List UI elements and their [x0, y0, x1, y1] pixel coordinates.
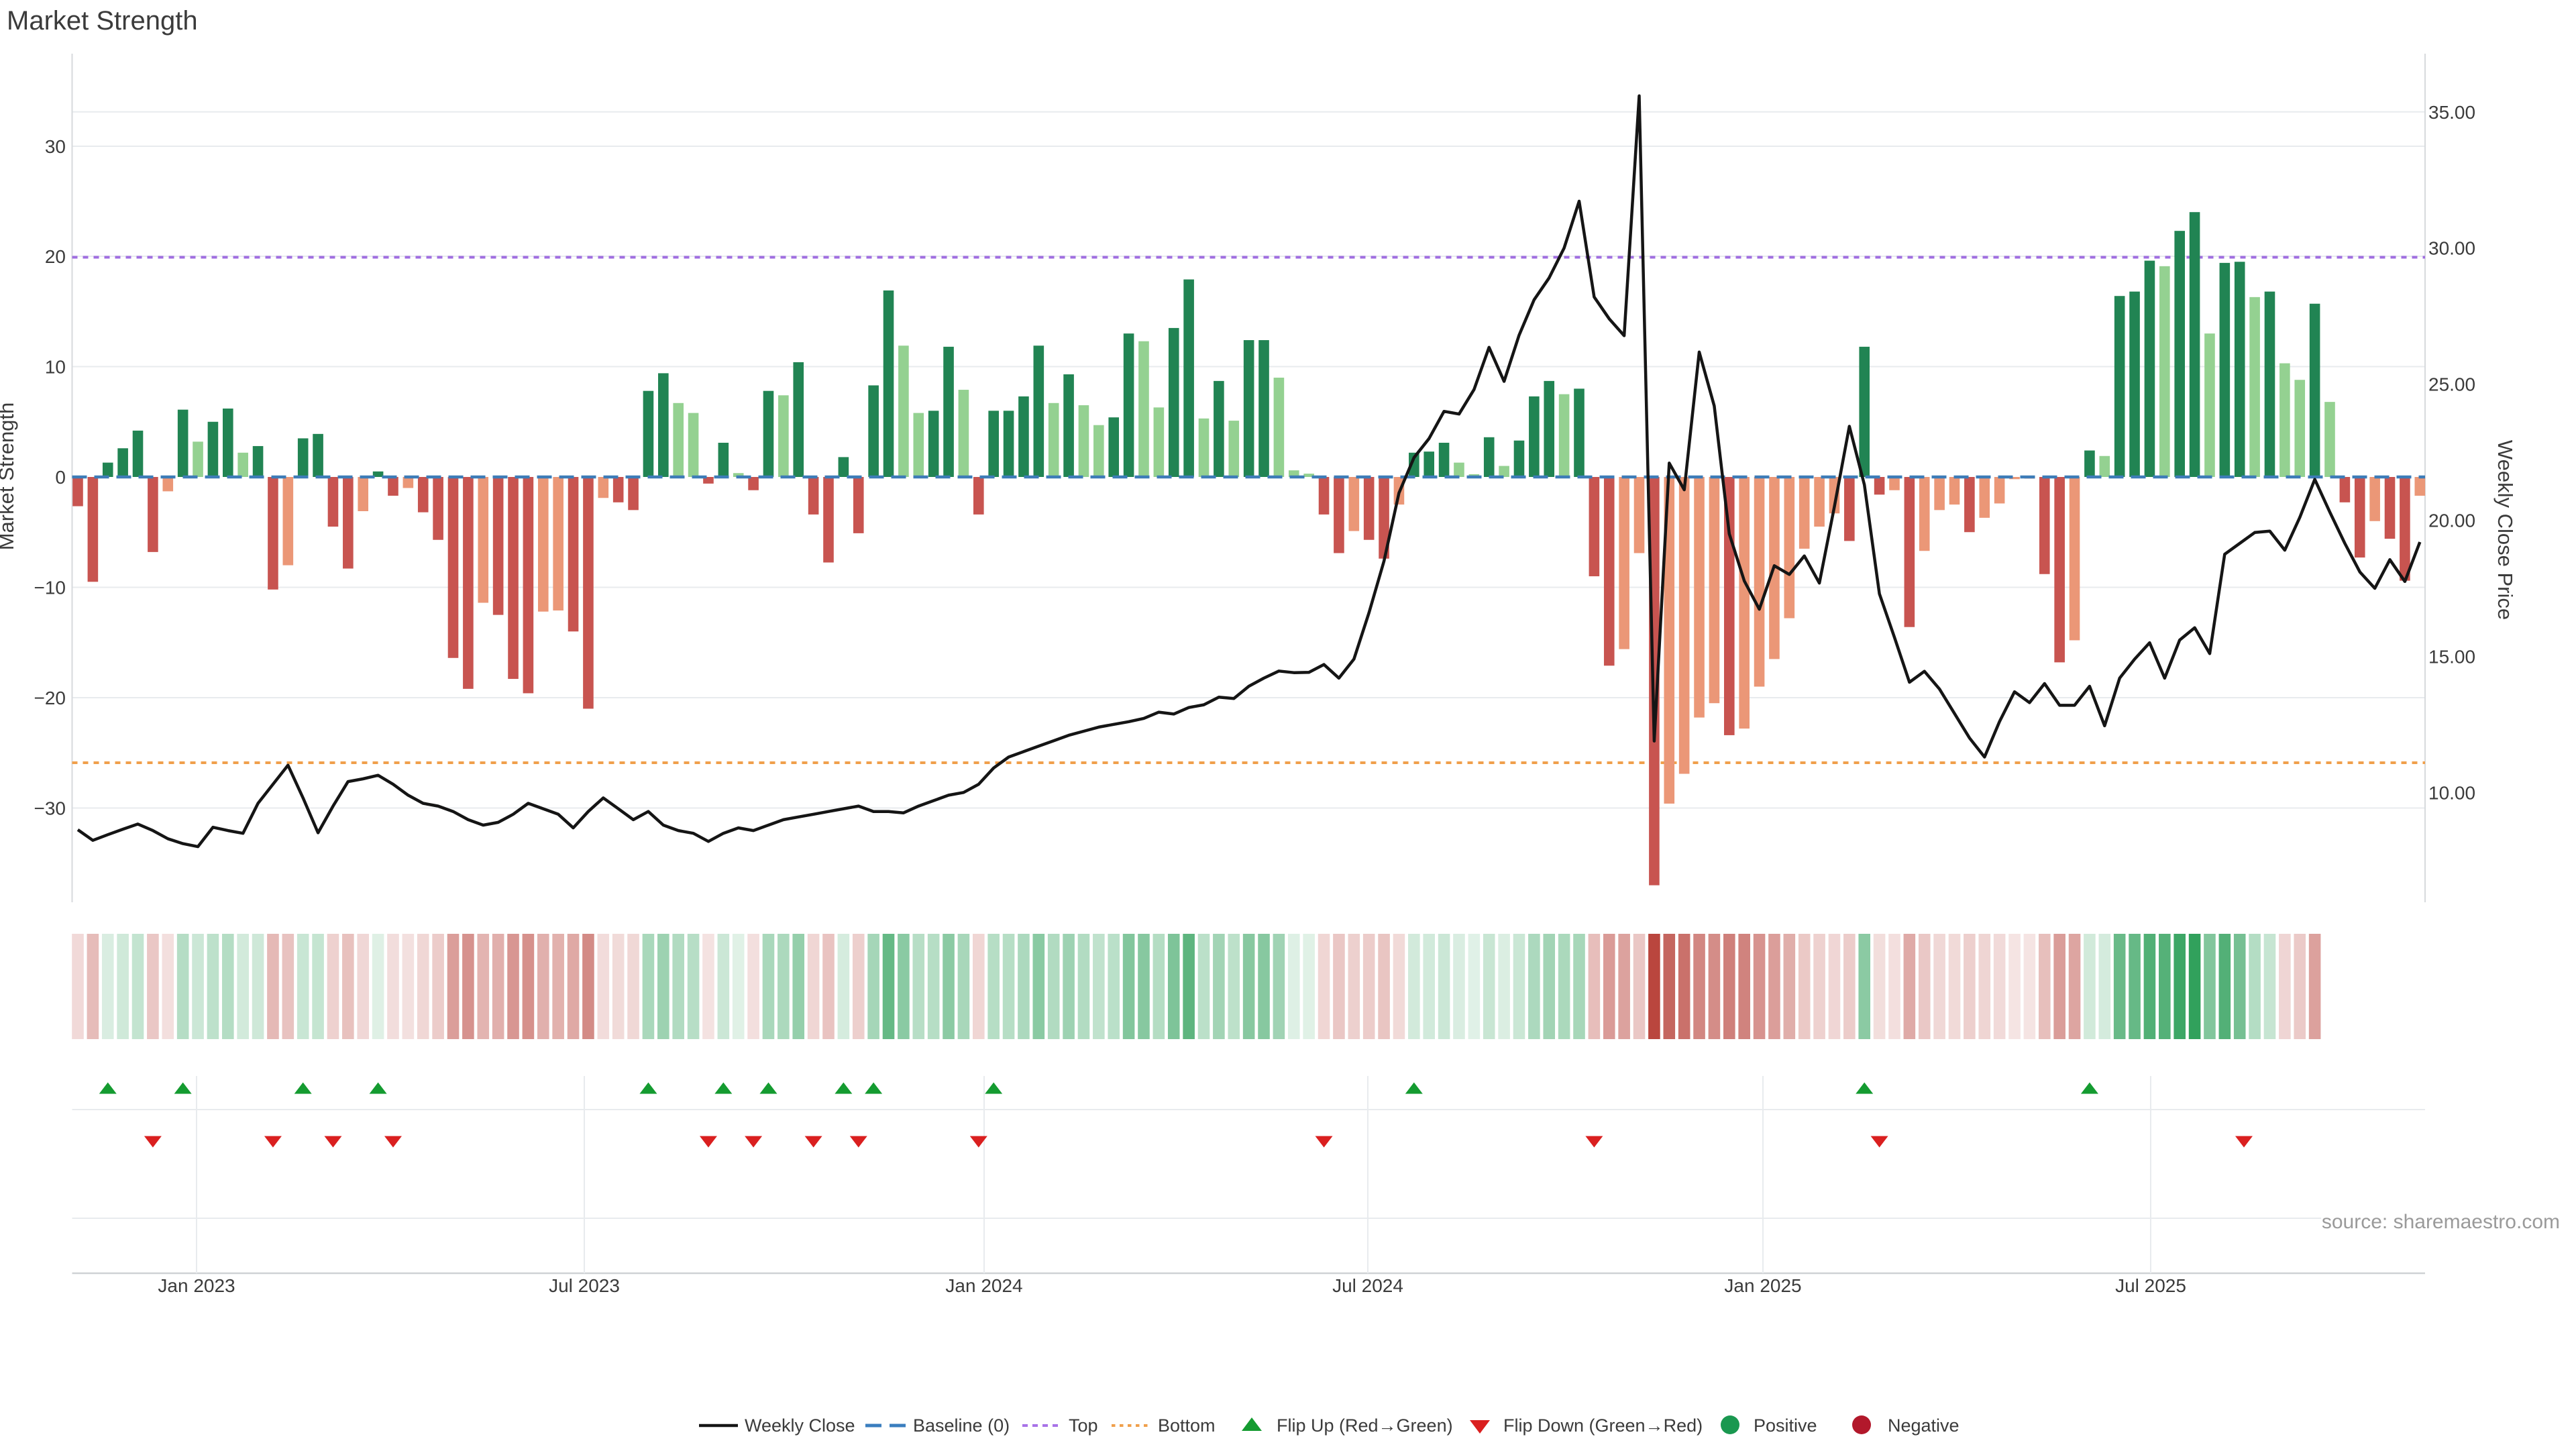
svg-text:30: 30 [45, 136, 66, 157]
svg-text:20.00: 20.00 [2428, 511, 2475, 531]
svg-text:Jan 2025: Jan 2025 [1724, 1275, 1801, 1296]
svg-text:Market Strength: Market Strength [7, 6, 198, 36]
svg-text:Jul 2024: Jul 2024 [1332, 1275, 1403, 1296]
svg-text:Positive: Positive [1754, 1415, 1817, 1436]
svg-text:Negative: Negative [1888, 1415, 1960, 1436]
svg-text:Weekly Close Price: Weekly Close Price [2493, 440, 2517, 620]
svg-text:30.00: 30.00 [2428, 238, 2475, 259]
svg-text:Baseline (0): Baseline (0) [913, 1415, 1010, 1436]
svg-text:15.00: 15.00 [2428, 646, 2475, 667]
svg-text:10: 10 [45, 357, 66, 378]
svg-text:−30: −30 [34, 798, 66, 819]
svg-text:Flip Up (Red→Green): Flip Up (Red→Green) [1277, 1415, 1453, 1436]
svg-text:Top: Top [1069, 1415, 1098, 1436]
svg-text:Jul 2025: Jul 2025 [2115, 1275, 2186, 1296]
svg-text:Flip Down (Green→Red): Flip Down (Green→Red) [1503, 1415, 1703, 1436]
svg-text:Jan 2024: Jan 2024 [945, 1275, 1022, 1296]
svg-text:0: 0 [55, 467, 66, 488]
svg-text:Jul 2023: Jul 2023 [549, 1275, 620, 1296]
svg-text:−10: −10 [34, 578, 66, 598]
svg-text:Jan 2023: Jan 2023 [158, 1275, 235, 1296]
svg-text:20: 20 [45, 246, 66, 267]
svg-text:Market Strength: Market Strength [0, 402, 18, 551]
svg-text:source: sharemaestro.com: source: sharemaestro.com [2322, 1211, 2560, 1233]
svg-text:−20: −20 [34, 688, 66, 708]
svg-text:Bottom: Bottom [1158, 1415, 1216, 1436]
svg-text:10.00: 10.00 [2428, 782, 2475, 803]
svg-text:25.00: 25.00 [2428, 374, 2475, 395]
svg-text:35.00: 35.00 [2428, 102, 2475, 123]
svg-text:Weekly Close: Weekly Close [745, 1415, 855, 1436]
